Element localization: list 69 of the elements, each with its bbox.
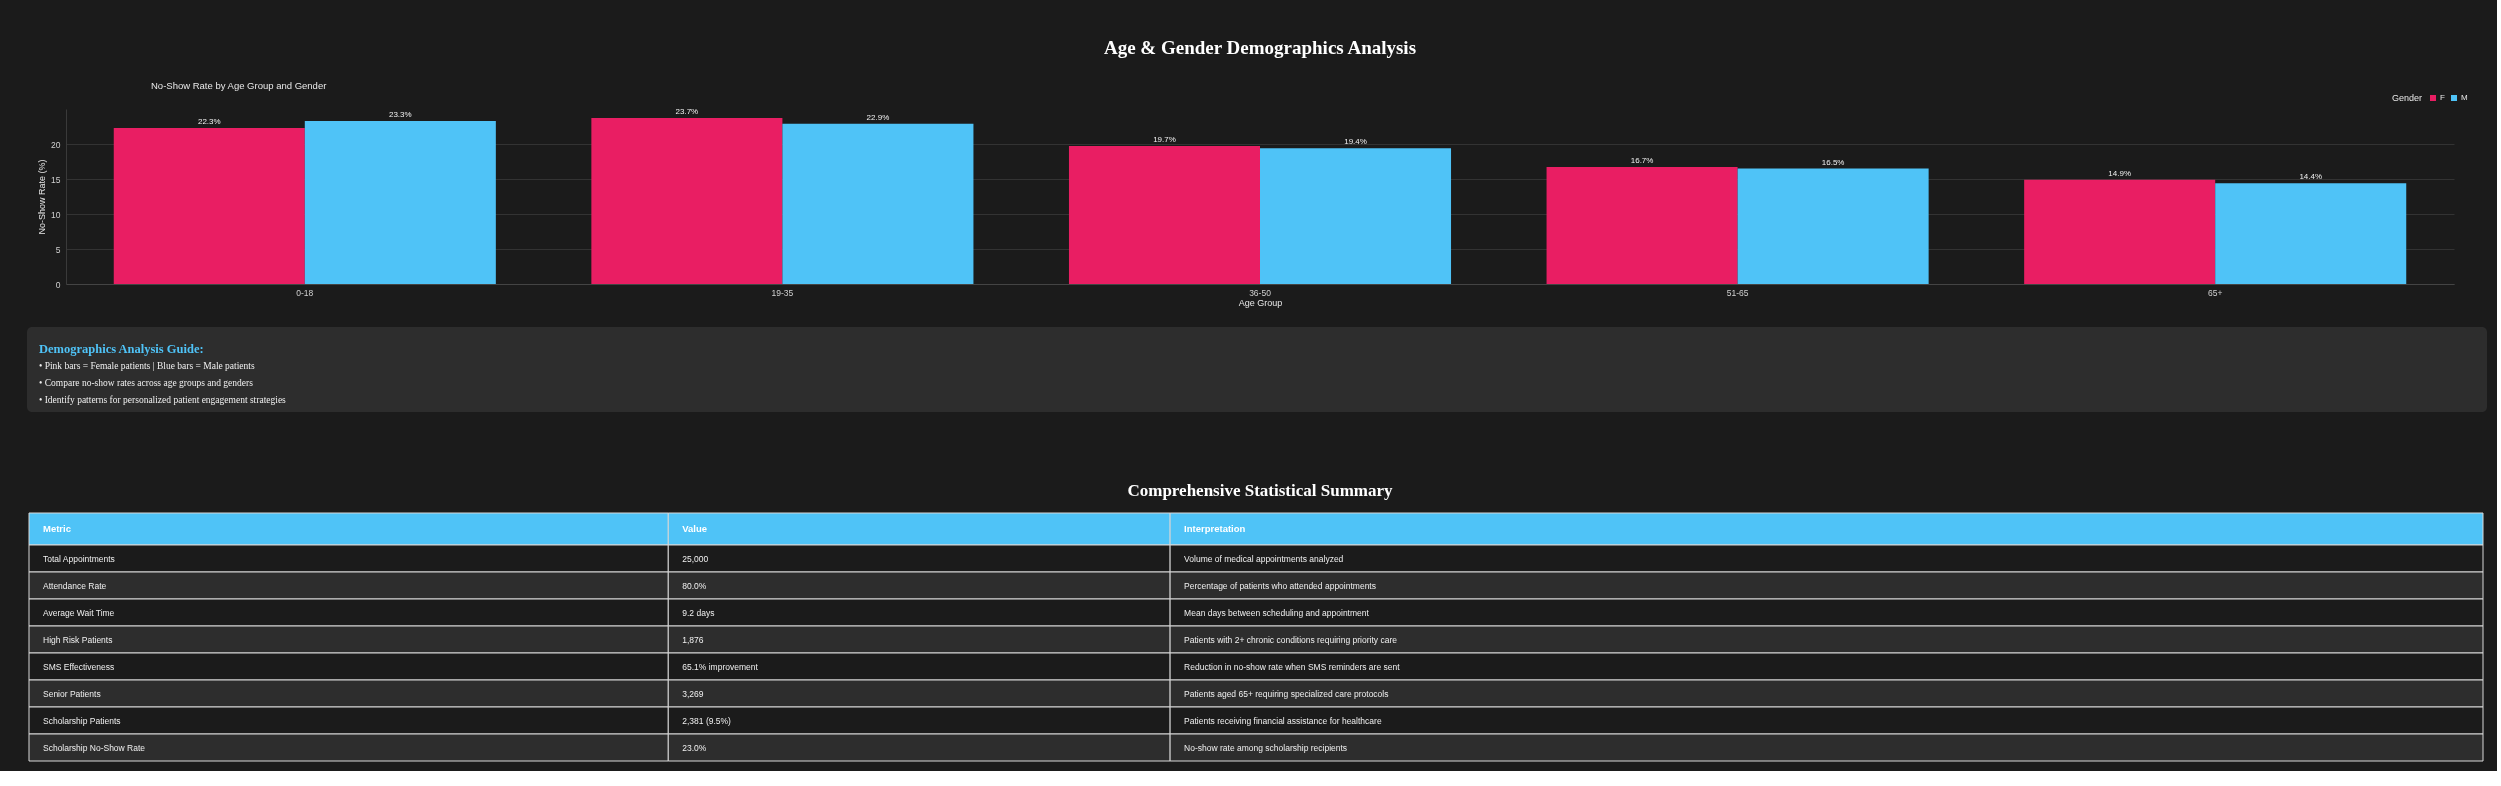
text: 1,876 — [682, 634, 704, 645]
data-label: 16.5% — [1821, 157, 1845, 167]
data-label: 14.4% — [2299, 172, 2323, 182]
text: Senior Patients — [43, 688, 101, 699]
y-tick-label: 5 — [55, 244, 61, 255]
x-tick-label: 0-18 — [296, 287, 314, 298]
text: 2,381 (9.5%) — [682, 715, 732, 726]
y-tick-label: 20 — [51, 139, 61, 150]
category-label: Interpretation — [1184, 523, 1246, 534]
text: Patients aged 65+ requiring specialized care protocols — [1184, 688, 1389, 699]
text: Scholarship Patients — [43, 715, 121, 726]
legend-label: F — [2440, 93, 2445, 102]
data-label: 16.7% — [1630, 156, 1654, 166]
bar — [2215, 183, 2407, 284]
x-tick-label: 65+ — [2207, 287, 2223, 298]
legend-title: Gender — [2392, 93, 2423, 103]
text: Mean days between scheduling and appointment — [1184, 607, 1370, 618]
data-label: 23.3% — [388, 109, 412, 119]
bar — [1737, 168, 1929, 284]
bar — [113, 127, 305, 284]
bar — [782, 123, 974, 284]
text: • Compare no-show rates across age groups and genders — [39, 378, 254, 388]
data-label: 19.7% — [1153, 135, 1176, 145]
text: 25,000 — [682, 553, 709, 564]
bar — [1260, 148, 1452, 284]
category-label: Metric — [43, 523, 71, 534]
text: 3,269 — [682, 688, 704, 699]
text: No-show rate among scholarship recipients — [1184, 742, 1348, 753]
data-label: 14.9% — [2108, 168, 2132, 178]
y-tick-label: 10 — [51, 209, 61, 220]
text: 65.1% improvement — [682, 661, 759, 672]
bar — [304, 120, 496, 284]
text: • Pink bars = Female patients | Blue bars = Male patients — [39, 361, 255, 371]
y-tick-label: 15 — [51, 174, 61, 185]
bar — [1068, 146, 1260, 284]
data-label: 22.9% — [866, 112, 890, 122]
y-tick-label: 0 — [55, 279, 61, 290]
x-axis-title: Age Group — [1238, 298, 1283, 308]
text: 23.0% — [682, 742, 707, 753]
text: • Identify patterns for personalized patient engagement strategies — [39, 395, 287, 405]
y-axis-title: No-Show Rate (%) — [37, 159, 48, 235]
data-label: 22.3% — [197, 116, 221, 126]
bar — [2024, 179, 2216, 284]
text: 9.2 days — [682, 607, 715, 618]
bar — [1546, 167, 1738, 284]
data-label: 23.7% — [675, 107, 699, 117]
text: 80.0% — [682, 580, 707, 591]
text: Volume of medical appointments analyzed — [1184, 553, 1344, 564]
data-label: 19.4% — [1344, 137, 1367, 147]
text: Comprehensive Statistical Summary — [1127, 481, 1394, 500]
text: Attendance Rate — [43, 580, 107, 591]
category-label: Value — [682, 523, 708, 534]
chart-subtitle: No-Show Rate by Age Group and Gender — [151, 80, 327, 91]
chart-title: Age & Gender Demographics Analysis — [1103, 37, 1417, 58]
text: Scholarship No-Show Rate — [43, 742, 146, 753]
bar — [591, 118, 783, 284]
x-tick-label: 19-35 — [771, 287, 794, 298]
x-tick-label: 36-50 — [1249, 287, 1272, 298]
text: Demographics Analysis Guide: — [39, 342, 204, 356]
legend-label: M — [2461, 93, 2468, 102]
text: SMS Effectiveness — [43, 661, 115, 672]
text: Average Wait Time — [43, 607, 115, 618]
text: Percentage of patients who attended appointments — [1184, 580, 1376, 591]
text: Patients with 2+ chronic conditions requiring priority care — [1184, 634, 1398, 645]
text: High Risk Patients — [43, 634, 113, 645]
text: Total Appointments — [43, 553, 115, 564]
x-tick-label: 51-65 — [1726, 287, 1749, 298]
text: Reduction in no-show rate when SMS reminders are sent — [1184, 661, 1401, 672]
text: Patients receiving financial assistance for healthcare — [1184, 715, 1382, 726]
